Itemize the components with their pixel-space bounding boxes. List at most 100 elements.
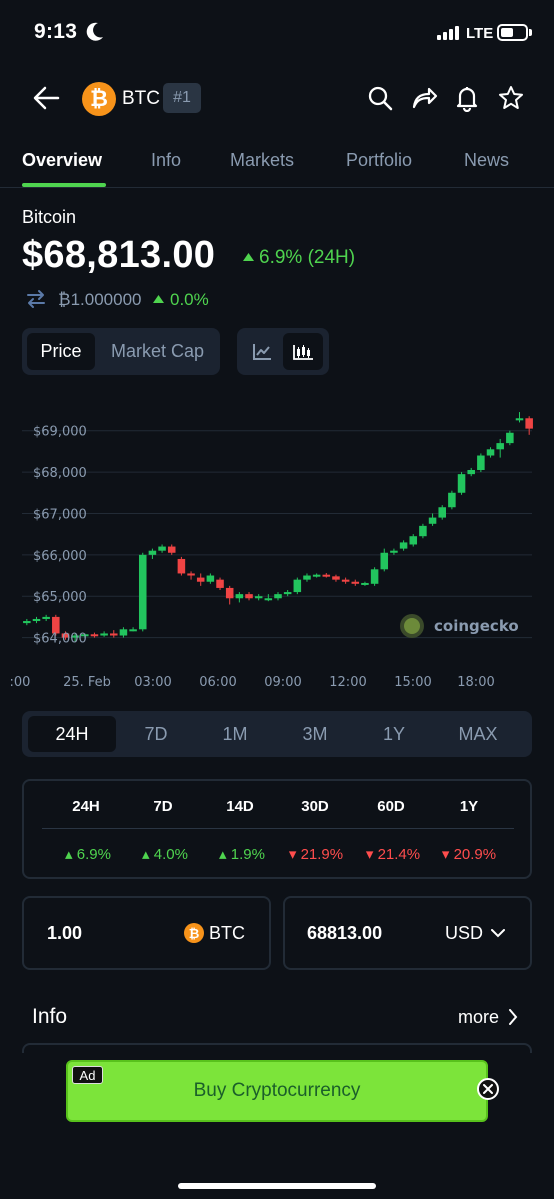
share-icon[interactable] <box>410 84 438 112</box>
candle <box>32 616 41 624</box>
range-7d[interactable]: 7D <box>144 723 168 744</box>
down-arrow-icon: ▾ <box>365 846 378 863</box>
fiat-currency-select[interactable]: USD <box>445 923 484 943</box>
candle-body <box>438 507 446 518</box>
up-arrow-icon: ▴ <box>65 846 77 863</box>
signal-icon <box>437 26 459 40</box>
x-tick-label: 09:00 <box>264 675 301 690</box>
fiat-amount[interactable]: 68813.00 <box>307 923 383 943</box>
candle-body <box>245 594 253 599</box>
candle-body <box>448 492 456 508</box>
perf-value: ▴ 4.0% <box>142 846 188 863</box>
candle-body <box>23 621 31 624</box>
active-tab-indicator <box>22 183 106 187</box>
candle-body <box>399 542 408 549</box>
candle <box>187 571 195 580</box>
candle-body <box>332 576 340 580</box>
candle <box>71 633 79 642</box>
star-icon[interactable] <box>497 84 525 112</box>
candle-body <box>158 546 166 551</box>
tab-news[interactable]: News <box>464 150 510 170</box>
candle <box>52 614 60 636</box>
crypto-amount-field[interactable]: 1.00 ₿ BTC <box>22 896 271 970</box>
ad-cta-text[interactable]: Buy Cryptocurrency <box>193 1080 361 1101</box>
range-1y[interactable]: 1Y <box>382 723 406 744</box>
candle <box>303 573 311 582</box>
candle <box>399 540 408 551</box>
chevron-down-icon[interactable] <box>491 929 505 938</box>
candle-body <box>361 582 369 585</box>
candle <box>380 548 389 572</box>
up-arrow-icon <box>243 253 254 261</box>
candle <box>370 567 379 586</box>
info-section-title: Info <box>32 1005 68 1028</box>
range-max[interactable]: MAX <box>458 723 498 744</box>
x-tick-label: 03:00 <box>134 675 171 690</box>
ad-label: Ad <box>72 1066 103 1084</box>
candle-body <box>254 596 263 599</box>
battery-nub <box>529 29 532 36</box>
perf-value: ▾ 21.9% <box>288 846 344 863</box>
rank-badge: #1 <box>163 83 201 113</box>
candle <box>235 592 244 603</box>
candle <box>129 627 137 632</box>
candle-body <box>42 616 50 619</box>
back-arrow-icon[interactable] <box>32 85 60 111</box>
candle <box>438 505 446 520</box>
candle <box>138 552 147 632</box>
y-tick-label: $66,000 <box>33 549 87 564</box>
fiat-amount-field[interactable]: 68813.00 USD <box>283 896 532 970</box>
tab-info[interactable]: Info <box>151 150 182 170</box>
price-toggle[interactable]: Price <box>27 333 95 370</box>
price-chart[interactable]: coingecko $69,000 $68,000 $67,000 $66,000 $6… <box>0 400 554 700</box>
candle <box>90 632 99 638</box>
market-cap-toggle[interactable]: Market Cap <box>110 341 205 361</box>
bell-icon[interactable] <box>453 84 481 112</box>
tab-markets[interactable]: Markets <box>230 150 295 170</box>
crypto-amount[interactable]: 1.00 <box>47 923 83 943</box>
search-icon[interactable] <box>366 84 394 112</box>
range-1m[interactable]: 1M <box>222 723 248 744</box>
chevron-right-icon[interactable] <box>508 1009 518 1025</box>
candle-body <box>351 581 360 584</box>
range-24h[interactable]: 24H <box>28 716 116 752</box>
x-tick-label: 12:00 <box>329 675 366 690</box>
candle-body <box>177 558 186 574</box>
candle <box>196 573 205 586</box>
candle-body <box>312 574 321 577</box>
candlestick-chart-button[interactable] <box>283 333 323 370</box>
candle-body <box>90 634 99 637</box>
tab-overview[interactable]: Overview <box>22 150 103 170</box>
candle <box>448 490 456 510</box>
battery-icon <box>497 24 528 41</box>
candle <box>167 544 176 555</box>
up-arrow-icon: ▴ <box>219 846 231 863</box>
coin-symbol: BTC <box>122 88 160 109</box>
candle-body <box>293 579 302 593</box>
candle <box>361 581 369 586</box>
down-arrow-icon: ▾ <box>441 846 454 863</box>
candle-body <box>428 517 437 524</box>
ad-close-button[interactable] <box>477 1078 499 1100</box>
candle-body <box>110 633 118 636</box>
perf-header: 24H <box>72 798 100 815</box>
down-arrow-icon: ▾ <box>288 846 301 863</box>
candle <box>42 614 50 622</box>
perf-header: 7D <box>153 798 173 815</box>
line-chart-button[interactable] <box>243 333 281 370</box>
perf-header: 1Y <box>459 798 479 815</box>
candle <box>23 618 31 626</box>
more-link[interactable]: more <box>458 1007 500 1027</box>
candle-body <box>457 474 466 493</box>
candle <box>506 430 514 446</box>
btc-price: ₿1.000000 <box>58 290 142 309</box>
candle <box>496 438 504 458</box>
network-label: LTE <box>466 25 494 42</box>
tab-portfolio[interactable]: Portfolio <box>346 150 413 170</box>
y-tick-label: $68,000 <box>33 466 87 481</box>
candle-body <box>477 455 485 470</box>
range-3m[interactable]: 3M <box>302 723 328 744</box>
candle <box>225 585 234 605</box>
y-tick-label: $69,000 <box>33 425 87 440</box>
candle-body <box>486 449 495 456</box>
